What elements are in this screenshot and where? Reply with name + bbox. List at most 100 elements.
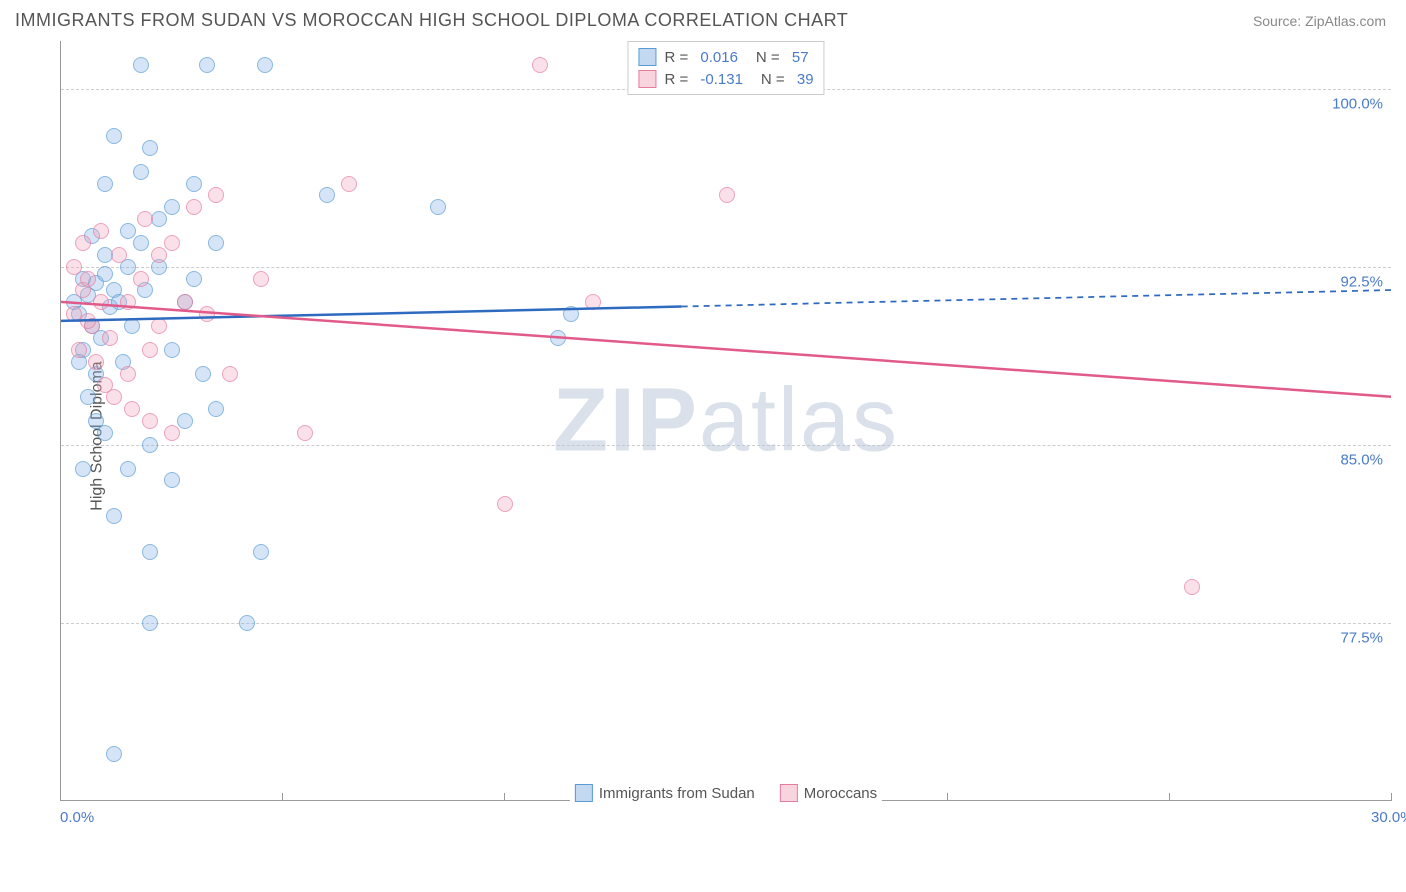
y-tick-label: 85.0% bbox=[1340, 451, 1383, 468]
data-point bbox=[142, 615, 158, 631]
x-tick bbox=[504, 793, 505, 801]
data-point bbox=[66, 259, 82, 275]
x-tick bbox=[282, 793, 283, 801]
data-point bbox=[585, 294, 601, 310]
legend-item-sudan: Immigrants from Sudan bbox=[575, 784, 755, 802]
data-point bbox=[80, 271, 96, 287]
data-point bbox=[80, 389, 96, 405]
data-point bbox=[106, 389, 122, 405]
data-point bbox=[199, 57, 215, 73]
data-point bbox=[106, 746, 122, 762]
data-point bbox=[563, 306, 579, 322]
legend-row-sudan: R = 0.016 N = 57 bbox=[638, 46, 813, 68]
x-tick-label: 30.0% bbox=[1371, 809, 1406, 826]
x-tick bbox=[947, 793, 948, 801]
gridline bbox=[61, 445, 1391, 446]
y-tick-label: 92.5% bbox=[1340, 273, 1383, 290]
data-point bbox=[186, 176, 202, 192]
data-point bbox=[142, 544, 158, 560]
data-point bbox=[497, 496, 513, 512]
chart-header: IMMIGRANTS FROM SUDAN VS MOROCCAN HIGH S… bbox=[0, 0, 1406, 36]
data-point bbox=[106, 128, 122, 144]
data-point bbox=[253, 271, 269, 287]
data-point bbox=[177, 413, 193, 429]
data-point bbox=[133, 235, 149, 251]
data-point bbox=[208, 235, 224, 251]
data-point bbox=[88, 354, 104, 370]
data-point bbox=[120, 294, 136, 310]
data-point bbox=[222, 366, 238, 382]
data-point bbox=[97, 176, 113, 192]
data-point bbox=[75, 461, 91, 477]
data-point bbox=[106, 508, 122, 524]
data-point bbox=[75, 235, 91, 251]
data-point bbox=[120, 366, 136, 382]
data-point bbox=[719, 187, 735, 203]
swatch-blue-icon bbox=[575, 784, 593, 802]
gridline bbox=[61, 623, 1391, 624]
chart-source: Source: ZipAtlas.com bbox=[1253, 13, 1386, 29]
data-point bbox=[164, 342, 180, 358]
data-point bbox=[186, 271, 202, 287]
data-point bbox=[71, 342, 87, 358]
plot-area: ZIPatlas R = 0.016 N = 57 R = -0.131 N =… bbox=[60, 41, 1391, 801]
x-tick-label: 0.0% bbox=[60, 809, 94, 826]
swatch-pink-icon bbox=[638, 70, 656, 88]
data-point bbox=[124, 318, 140, 334]
data-point bbox=[164, 199, 180, 215]
y-tick-label: 77.5% bbox=[1340, 629, 1383, 646]
legend-item-moroccans: Moroccans bbox=[780, 784, 877, 802]
watermark: ZIPatlas bbox=[553, 369, 899, 472]
x-tick bbox=[60, 793, 61, 801]
data-point bbox=[164, 425, 180, 441]
data-point bbox=[133, 164, 149, 180]
data-point bbox=[97, 266, 113, 282]
data-point bbox=[93, 223, 109, 239]
data-point bbox=[239, 615, 255, 631]
data-point bbox=[195, 366, 211, 382]
data-point bbox=[257, 57, 273, 73]
x-tick bbox=[1169, 793, 1170, 801]
data-point bbox=[102, 330, 118, 346]
data-point bbox=[111, 247, 127, 263]
data-point bbox=[80, 313, 96, 329]
trend-lines bbox=[61, 41, 1391, 800]
gridline bbox=[61, 267, 1391, 268]
series-legend: Immigrants from Sudan Moroccans bbox=[570, 784, 882, 802]
data-point bbox=[208, 187, 224, 203]
data-point bbox=[151, 318, 167, 334]
data-point bbox=[550, 330, 566, 346]
data-point bbox=[120, 223, 136, 239]
data-point bbox=[253, 544, 269, 560]
data-point bbox=[341, 176, 357, 192]
data-point bbox=[151, 247, 167, 263]
y-tick-label: 100.0% bbox=[1332, 95, 1383, 112]
data-point bbox=[164, 472, 180, 488]
correlation-legend: R = 0.016 N = 57 R = -0.131 N = 39 bbox=[627, 41, 824, 95]
swatch-pink-icon bbox=[780, 784, 798, 802]
chart-container: High School Diploma ZIPatlas R = 0.016 N… bbox=[15, 41, 1391, 831]
data-point bbox=[124, 401, 140, 417]
legend-row-moroccans: R = -0.131 N = 39 bbox=[638, 68, 813, 90]
data-point bbox=[186, 199, 202, 215]
data-point bbox=[199, 306, 215, 322]
data-point bbox=[142, 140, 158, 156]
data-point bbox=[142, 342, 158, 358]
data-point bbox=[430, 199, 446, 215]
data-point bbox=[120, 461, 136, 477]
swatch-blue-icon bbox=[638, 48, 656, 66]
data-point bbox=[137, 211, 153, 227]
data-point bbox=[177, 294, 193, 310]
chart-title: IMMIGRANTS FROM SUDAN VS MOROCCAN HIGH S… bbox=[15, 10, 848, 31]
x-tick bbox=[1391, 793, 1392, 801]
data-point bbox=[142, 413, 158, 429]
data-point bbox=[532, 57, 548, 73]
data-point bbox=[88, 413, 104, 429]
data-point bbox=[1184, 579, 1200, 595]
data-point bbox=[208, 401, 224, 417]
data-point bbox=[319, 187, 335, 203]
data-point bbox=[297, 425, 313, 441]
data-point bbox=[133, 57, 149, 73]
data-point bbox=[164, 235, 180, 251]
data-point bbox=[93, 294, 109, 310]
